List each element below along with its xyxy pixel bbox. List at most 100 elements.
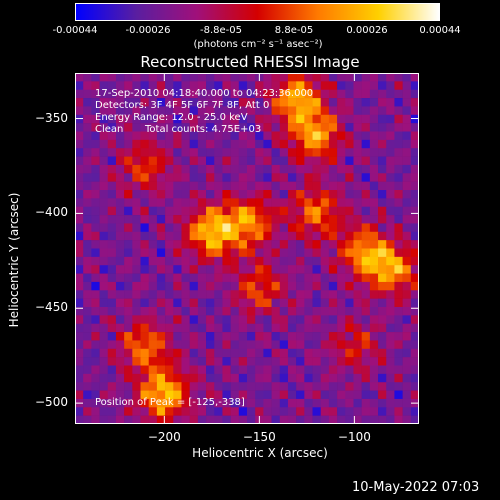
heatmap-cell bbox=[312, 256, 322, 266]
heatmap-cell bbox=[255, 323, 264, 333]
heatmap-cell bbox=[328, 315, 338, 325]
heatmap-cell bbox=[328, 206, 338, 216]
heatmap-cell bbox=[271, 340, 281, 350]
heatmap-cell bbox=[189, 307, 199, 316]
heatmap-cell bbox=[214, 357, 223, 366]
heatmap-cell bbox=[238, 332, 248, 341]
heatmap-cell bbox=[230, 382, 240, 391]
heatmap-cell bbox=[337, 273, 346, 283]
heatmap-cell bbox=[206, 215, 215, 224]
heatmap-cell bbox=[255, 89, 264, 99]
heatmap-cell bbox=[107, 206, 117, 216]
heatmap-cell bbox=[353, 98, 362, 107]
heatmap-cell bbox=[140, 365, 150, 375]
heatmap-cell bbox=[312, 215, 322, 224]
heatmap-cell bbox=[312, 156, 322, 166]
heatmap-cell bbox=[287, 148, 297, 157]
heatmap-cell bbox=[378, 256, 387, 266]
heatmap-cell bbox=[238, 323, 248, 333]
heatmap-cell bbox=[148, 256, 158, 266]
heatmap-cell bbox=[91, 298, 100, 308]
heatmap-cell bbox=[206, 198, 215, 208]
heatmap-cell bbox=[197, 365, 207, 375]
heatmap-cell bbox=[115, 256, 125, 266]
heatmap-cell bbox=[91, 131, 100, 141]
heatmap-cell bbox=[165, 114, 174, 124]
heatmap-cell bbox=[402, 373, 412, 383]
heatmap-cell bbox=[320, 248, 330, 258]
heatmap-cell bbox=[255, 139, 264, 149]
heatmap-cell bbox=[279, 106, 289, 116]
heatmap-cell bbox=[132, 89, 141, 99]
heatmap-cell bbox=[230, 415, 240, 424]
heatmap-cell bbox=[394, 148, 403, 157]
heatmap-cell bbox=[410, 156, 419, 166]
heatmap-cell bbox=[279, 398, 289, 408]
heatmap-cell bbox=[386, 139, 395, 149]
heatmap-cell bbox=[124, 181, 133, 191]
heatmap-cell bbox=[402, 114, 412, 124]
heatmap-cell bbox=[279, 265, 289, 274]
heatmap-cell bbox=[394, 156, 403, 166]
heatmap-cell bbox=[386, 98, 395, 107]
heatmap-cell bbox=[402, 173, 412, 182]
heatmap-cell bbox=[91, 365, 100, 375]
heatmap-cell bbox=[156, 298, 166, 308]
heatmap-cell bbox=[247, 256, 256, 266]
heatmap-cell bbox=[353, 340, 362, 350]
heatmap-cell bbox=[312, 357, 322, 366]
heatmap-cell bbox=[394, 98, 403, 107]
heatmap-cell bbox=[165, 131, 174, 141]
heatmap-cell bbox=[378, 164, 387, 174]
heatmap-cell bbox=[247, 415, 256, 424]
heatmap-cell bbox=[345, 415, 354, 424]
heatmap-cell bbox=[91, 281, 100, 291]
heatmap-cell bbox=[148, 198, 158, 208]
heatmap-cell bbox=[378, 240, 387, 249]
heatmap-cell bbox=[148, 348, 158, 358]
heatmap-cell bbox=[189, 181, 199, 191]
heatmap-cell bbox=[189, 298, 199, 308]
heatmap-cell bbox=[402, 273, 412, 283]
heatmap-cell bbox=[271, 290, 281, 299]
heatmap-cell bbox=[181, 248, 190, 258]
heatmap-cell bbox=[247, 131, 256, 141]
heatmap-cell bbox=[263, 256, 272, 266]
heatmap-cell bbox=[328, 382, 338, 391]
heatmap-cell bbox=[222, 290, 231, 299]
heatmap-cell bbox=[402, 106, 412, 116]
heatmap-cell bbox=[353, 248, 362, 258]
heatmap-cell bbox=[115, 365, 125, 375]
heatmap-cell bbox=[296, 89, 305, 99]
heatmap-cell bbox=[156, 131, 166, 141]
heatmap-cell bbox=[263, 215, 272, 224]
heatmap-cell bbox=[378, 373, 387, 383]
heatmap-cell bbox=[83, 273, 92, 283]
heatmap-cell bbox=[140, 240, 150, 249]
heatmap-cell bbox=[247, 365, 256, 375]
heatmap-cell bbox=[181, 131, 190, 141]
heatmap-cell bbox=[75, 273, 84, 283]
heatmap-cell bbox=[394, 307, 403, 316]
heatmap-cell bbox=[214, 73, 223, 82]
heatmap-cell bbox=[165, 382, 174, 391]
heatmap-cell bbox=[386, 307, 395, 316]
heatmap-cell bbox=[230, 315, 240, 325]
heatmap-cell bbox=[99, 123, 109, 132]
heatmap-cell bbox=[230, 173, 240, 182]
heatmap-cell bbox=[296, 156, 305, 166]
heatmap-cell bbox=[328, 240, 338, 249]
heatmap-cell bbox=[140, 357, 150, 366]
heatmap-cell bbox=[75, 139, 84, 149]
heatmap-cell bbox=[337, 415, 346, 424]
heatmap-cell bbox=[83, 398, 92, 408]
heatmap-cell bbox=[255, 315, 264, 325]
heatmap-cell bbox=[140, 123, 150, 132]
heatmap-cell bbox=[402, 156, 412, 166]
heatmap-cell bbox=[181, 273, 190, 283]
heatmap-cell bbox=[91, 198, 100, 208]
heatmap-cell bbox=[287, 382, 297, 391]
heatmap-cell bbox=[402, 290, 412, 299]
heatmap-cell bbox=[181, 173, 190, 182]
heatmap-cell bbox=[197, 256, 207, 266]
